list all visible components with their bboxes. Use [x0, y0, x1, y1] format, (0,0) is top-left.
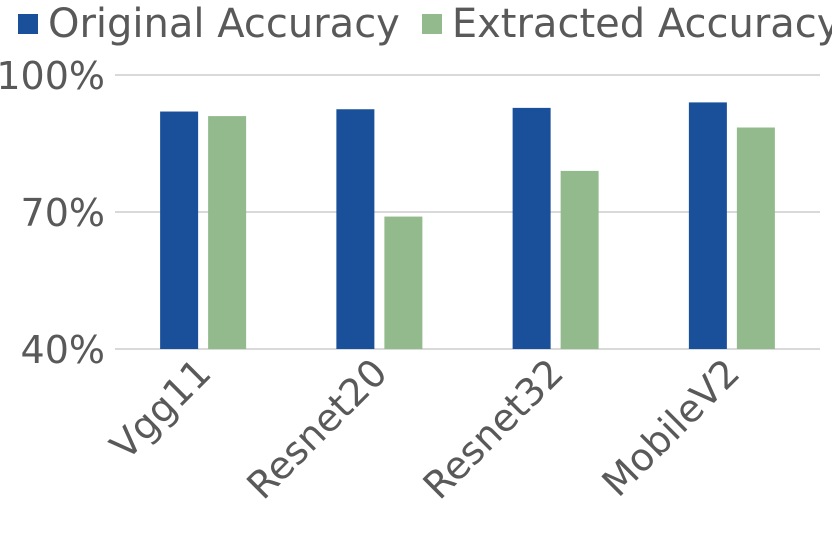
- legend-label-extracted: Extracted Accuracy: [451, 1, 832, 47]
- legend-label-original: Original Accuracy: [48, 1, 400, 47]
- bar-extracted-accuracy-resnet32: [560, 170, 599, 349]
- y-tick-label: 100%: [0, 54, 105, 98]
- x-tick-label: Vgg11: [102, 350, 220, 468]
- legend-item-extracted: Extracted Accuracy: [421, 1, 832, 47]
- x-tick-label: MobileV2: [594, 350, 749, 505]
- legend-item-original: Original Accuracy: [18, 1, 400, 47]
- legend-swatch-original: [18, 14, 38, 34]
- y-tick-label: 70%: [21, 191, 105, 235]
- x-tick-label: Resnet32: [415, 350, 572, 507]
- bar-original-accuracy-mobilev2: [688, 102, 727, 350]
- y-tick-label: 40%: [21, 328, 105, 372]
- chart-legend: Original Accuracy Extracted Accuracy: [18, 0, 832, 48]
- x-tick-label: Resnet20: [238, 350, 395, 507]
- bar-extracted-accuracy-resnet20: [384, 216, 423, 349]
- bar-original-accuracy-resnet20: [336, 109, 375, 349]
- bar-original-accuracy-vgg11: [160, 111, 199, 350]
- bar-extracted-accuracy-mobilev2: [736, 127, 775, 350]
- legend-swatch-extracted: [421, 14, 442, 34]
- bar-original-accuracy-resnet32: [512, 107, 551, 349]
- bar-extracted-accuracy-vgg11: [208, 116, 247, 349]
